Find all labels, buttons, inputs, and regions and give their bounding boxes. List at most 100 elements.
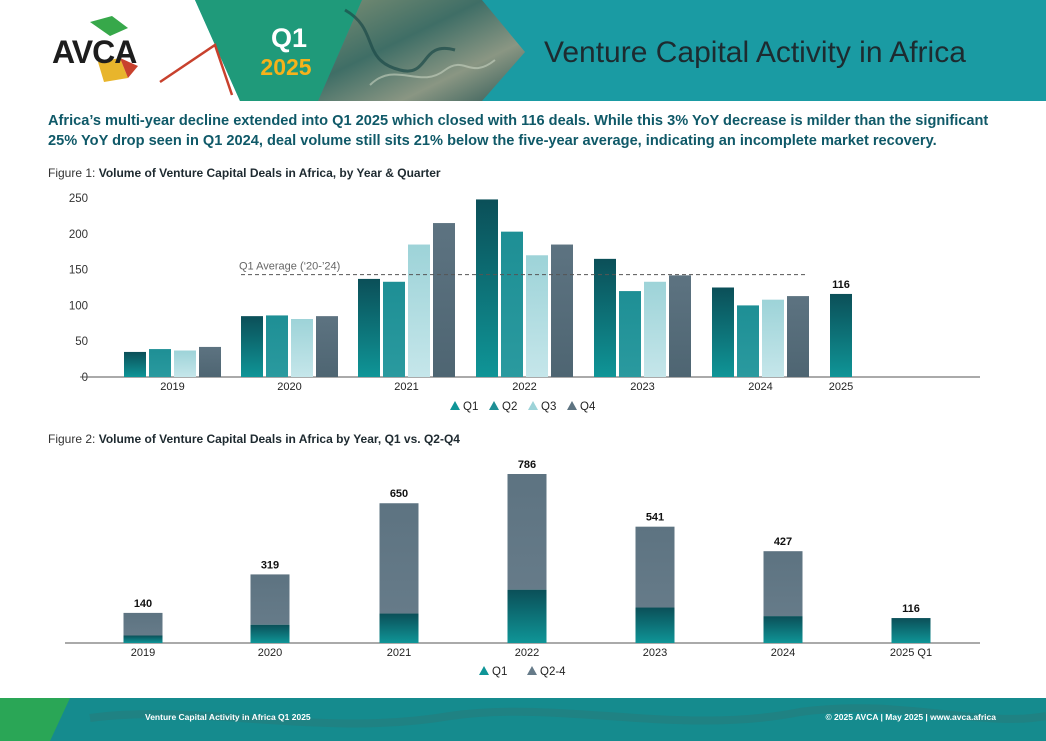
footer-art [0,698,1046,741]
bar-q4-2024 [787,296,809,377]
bar-q1-2021 [379,613,419,643]
quarter-label: Q1 [270,23,308,53]
bar-q4-2020 [316,316,338,377]
figure-2-heading: Volume of Venture Capital Deals in Afric… [98,432,460,446]
figure-1-heading: Volume of Venture Capital Deals in Afric… [98,166,441,180]
bar-q1-2023 [594,258,616,377]
y-tick-label: 250 [69,193,88,205]
x-tick-label: 2024 [748,381,772,393]
bar-q2-2020 [266,315,288,377]
chart-deals-q1-vs-q2-4: 140 2019 319 2020 650 2021 786 2022 541 2023 427 20… [65,459,980,678]
bar-q1-2022 [507,589,547,643]
x-tick-label: 2023 [643,647,667,659]
total-label: 140 [134,598,152,610]
x-tick-label: 2020 [258,647,282,659]
figure-1-prefix: Figure 1: [48,166,99,180]
legend-q3-icon [528,401,538,410]
header-art [0,0,525,101]
x-tick-label: 2022 [515,647,539,659]
x-tick-label: 2024 [771,647,795,659]
figure-2-title: Figure 2: Volume of Venture Capital Deal… [48,432,460,446]
year-label: 2025 [260,54,312,80]
total-label: 786 [518,459,536,471]
bar-q4-2022 [551,244,573,377]
bar-q2-4-2022 [507,474,547,590]
footer-copyright: © 2025 AVCA | May 2025 | www.avca.africa [825,712,996,722]
total-label: 650 [390,488,408,500]
bar-q1-2025 Q1 [891,618,931,643]
report-title: Venture Capital Activity in Africa [544,36,966,69]
y-tick-label: 150 [69,265,88,277]
quarter-panel [195,0,362,101]
footer-report-name: Venture Capital Activity in Africa Q1 20… [145,712,311,722]
bar-q3-2019 [174,350,196,377]
y-tick-label: 200 [69,229,88,241]
data-label: 116 [832,279,850,291]
legend-q1-label: Q1 [492,666,507,678]
bar-q1-2023 [635,607,675,643]
x-tick-label: 2020 [277,381,301,393]
bar-q3-2020 [291,319,313,377]
bar-q1-2024 [712,287,734,377]
bar-q4-2019 [199,346,221,377]
bar-q2-4-2019 [123,612,163,636]
legend-q2-label: Q2 [502,401,517,413]
q1-average-label: Q1 Average (‘20-’24) [239,261,340,273]
legend-q1-label: Q1 [463,401,478,413]
avca-logo: AVCA [52,34,137,70]
header-banner: AVCA Q1 2025 Venture Capital Activity in… [0,0,1046,101]
bar-q1-2020 [250,624,290,643]
bar-q4-2021 [433,223,455,377]
bar-q1-2019 [123,635,163,643]
legend-q4-label: Q4 [580,401,596,413]
y-tick-label: 50 [75,336,88,348]
legend-q1-icon [479,666,489,675]
footer: Venture Capital Activity in Africa Q1 20… [0,698,1046,741]
chart-deals-by-quarter: 0 50 100 150 200 250 2019 2020 2021 2022 2023 2024 2… [69,193,980,413]
total-label: 319 [261,559,279,571]
bar-q2-2024 [737,305,759,377]
x-tick-label: 2025 [829,381,853,393]
bar-q2-2022 [501,231,523,377]
bar-q2-2019 [149,349,171,377]
total-label: 116 [902,603,920,615]
bar-q3-2021 [408,244,430,377]
x-tick-label: 2025 Q1 [890,647,932,659]
bar-q3-2023 [644,281,666,377]
legend-q3-label: Q3 [541,401,556,413]
bar-q1-2021 [358,278,380,377]
logo-panel [0,0,240,101]
legend-q2-4-label: Q2-4 [540,666,566,678]
bar-q2-2021 [383,281,405,377]
bar-q1-2024 [763,616,803,643]
accent-line [159,43,234,96]
legend-q1-icon [450,401,460,410]
bar-q1-2022 [476,199,498,377]
bar-q2-4-2023 [635,526,675,608]
legend-q4-icon [567,401,577,410]
x-tick-label: 2021 [387,647,411,659]
total-label: 541 [646,512,664,524]
bar-q2-4-2020 [250,574,290,625]
bar-q2-4-2024 [763,551,803,617]
bar-q2-2023 [619,291,641,377]
legend-q2-4-icon [527,666,537,675]
x-tick-label: 2019 [160,381,184,393]
legend-q2-icon [489,401,499,410]
total-label: 427 [774,536,792,548]
intro-paragraph: Africa’s multi-year decline extended int… [48,113,989,149]
figure-1-title: Figure 1: Volume of Venture Capital Deal… [48,166,441,180]
y-tick-label: 100 [69,300,88,312]
bar-q3-2024 [762,299,784,377]
logo-mark-icon [90,16,128,36]
x-tick-label: 2022 [512,381,536,393]
bar-q2-4-2021 [379,503,419,614]
y-tick-label: 0 [82,372,88,384]
bar-q3-2022 [526,255,548,377]
figure-2-prefix: Figure 2: [48,432,99,446]
bar-q4-2023 [669,275,691,377]
x-tick-label: 2019 [131,647,155,659]
aerial-photo [318,0,525,101]
bar-q1-2025 [830,293,852,377]
